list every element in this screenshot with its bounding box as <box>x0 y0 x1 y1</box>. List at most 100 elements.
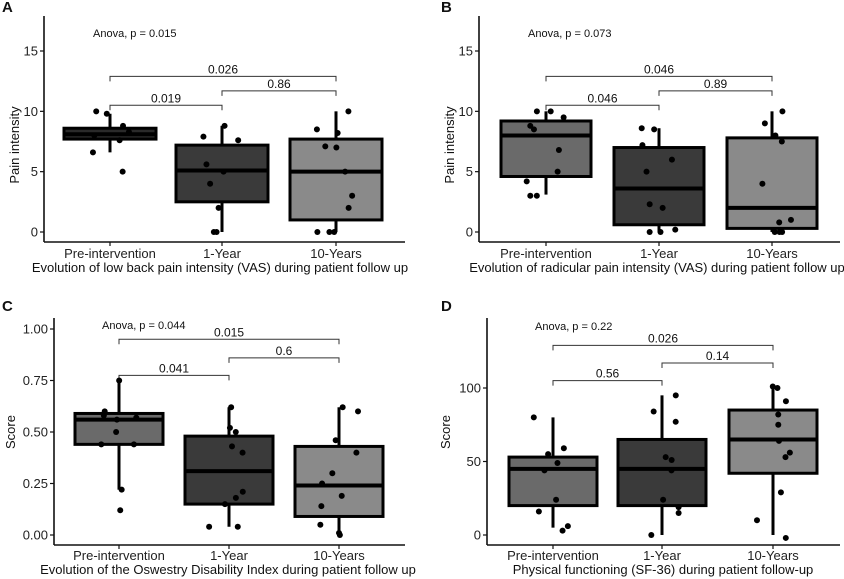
data-point <box>775 437 782 444</box>
data-point <box>672 226 679 233</box>
data-point <box>116 137 123 144</box>
comparison-p-value: 0.015 <box>214 325 244 339</box>
x-axis-title-b: Evolution of radicular pain intensity (V… <box>469 260 844 275</box>
data-point <box>639 142 646 149</box>
data-point <box>349 192 356 199</box>
y-axis-title-b: Pain intensity <box>442 106 457 184</box>
x-axis-title-d: Physical functioning (SF-36) during pati… <box>513 562 814 577</box>
axes-d <box>486 318 840 546</box>
comparison-brackets-a: 0.019 0.86 0.026 <box>109 62 337 111</box>
data-point <box>317 521 324 528</box>
x-tick-label: Pre-intervention <box>500 246 592 261</box>
data-point <box>221 122 228 129</box>
panel-d: D Score Physical functioning (SF-36) dur… <box>438 298 840 577</box>
data-point <box>650 408 657 415</box>
box-iqr <box>507 455 599 508</box>
data-point <box>91 132 98 139</box>
box-iqr <box>288 137 384 222</box>
data-point <box>118 486 125 493</box>
data-point <box>660 496 667 503</box>
data-point <box>232 429 239 435</box>
panel-label-d: D <box>441 298 452 315</box>
data-point <box>560 114 567 121</box>
y-tick-label: 5 <box>31 164 38 179</box>
x-categories-d: Pre-intervention 1-Year 10-Years <box>507 545 799 563</box>
data-point <box>215 204 222 211</box>
data-point <box>554 168 561 175</box>
comparison-bracket <box>109 104 223 111</box>
data-point <box>239 449 246 456</box>
panel-a: A Pain intensity Evolution of low back p… <box>2 0 408 275</box>
data-point <box>523 178 530 185</box>
y-tick-label: 10 <box>24 104 38 119</box>
y-tick-label: 0 <box>474 528 481 543</box>
data-point <box>776 219 783 226</box>
data-point <box>333 144 340 151</box>
data-point <box>545 451 552 458</box>
data-points-b <box>523 108 794 235</box>
comparison-brackets-b: 0.046 0.89 0.046 <box>545 62 773 111</box>
data-point <box>334 130 341 137</box>
y-axis-title-d: Score <box>438 415 453 449</box>
data-point <box>675 504 682 511</box>
data-point <box>221 501 228 508</box>
data-point <box>646 229 653 235</box>
y-ticks-d: 0 50 100 <box>459 381 487 543</box>
axes-b <box>478 16 840 243</box>
comparison-p-value: 0.86 <box>267 77 291 91</box>
data-point <box>779 108 786 115</box>
data-point <box>527 192 534 199</box>
panel-label-b: B <box>441 0 452 16</box>
data-point <box>98 441 105 448</box>
comparison-p-value: 0.6 <box>276 344 293 358</box>
data-point <box>226 424 233 431</box>
data-point <box>553 496 560 503</box>
anova-label-c: Anova, p = 0.044 <box>102 320 185 332</box>
data-point <box>759 180 766 187</box>
data-point <box>659 204 666 211</box>
box-iqr <box>293 444 385 518</box>
panel-label-a: A <box>2 0 13 16</box>
data-point <box>662 454 669 461</box>
data-point <box>234 523 241 530</box>
x-categories-c: Pre-intervention 1-Year 10-Years <box>73 545 365 563</box>
data-point <box>772 132 779 139</box>
data-point <box>314 229 321 235</box>
x-categories-b: Pre-intervention 1-Year 10-Years <box>500 242 798 261</box>
y-tick-label: 0.00 <box>23 528 48 543</box>
data-point <box>769 383 776 390</box>
comparison-bracket <box>118 338 340 345</box>
data-point <box>775 411 782 418</box>
box-iqr <box>725 136 819 230</box>
data-point <box>133 414 140 421</box>
comparison-p-value: 0.019 <box>151 91 181 105</box>
boxplots-d <box>507 388 819 535</box>
data-point <box>774 385 781 391</box>
x-tick-label: 1-Year <box>643 548 681 563</box>
data-point <box>329 470 336 477</box>
boxplots-c <box>73 382 385 535</box>
data-point <box>125 128 132 135</box>
data-point <box>775 421 782 428</box>
comparison-bracket <box>118 374 230 381</box>
data-point <box>319 480 326 487</box>
y-tick-label: 10 <box>459 104 473 119</box>
data-point <box>89 149 96 156</box>
x-tick-label: Pre-intervention <box>64 246 156 261</box>
boxplots-b <box>499 111 819 232</box>
data-point <box>657 229 664 235</box>
comparison-p-value: 0.046 <box>644 62 674 76</box>
data-point <box>318 503 325 510</box>
data-point <box>228 404 235 411</box>
y-ticks-c: 0.00 0.25 0.50 0.75 1.00 <box>23 322 54 543</box>
data-point <box>777 489 784 496</box>
comparison-bracket <box>109 75 337 82</box>
data-point <box>203 161 210 168</box>
comparison-p-value: 0.89 <box>704 77 728 91</box>
data-point <box>643 168 650 175</box>
data-point <box>778 138 785 145</box>
data-point <box>207 180 214 187</box>
data-point <box>782 534 789 541</box>
y-tick-label: 5 <box>466 164 473 179</box>
comparison-bracket <box>221 90 337 96</box>
